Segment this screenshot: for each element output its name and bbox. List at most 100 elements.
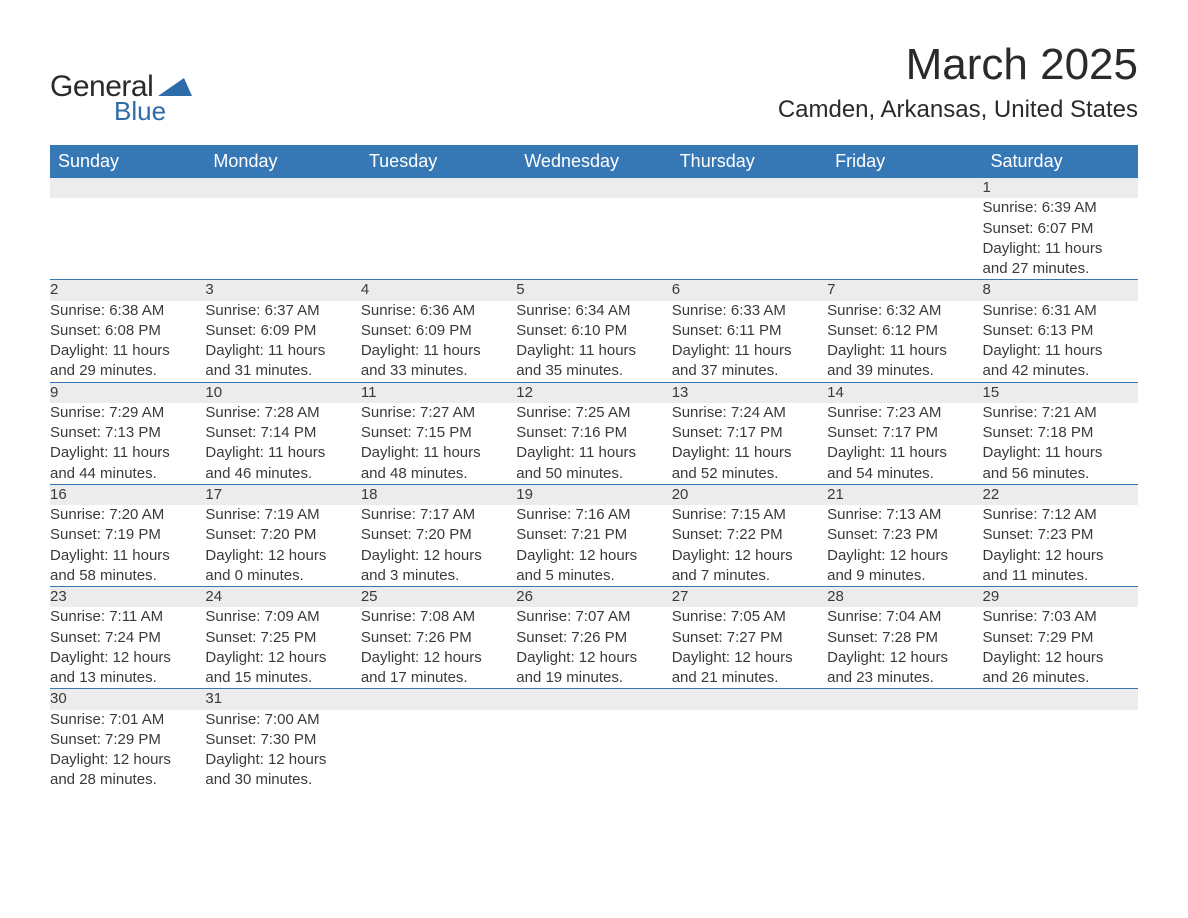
day-line: Sunrise: 7:01 AM <box>50 710 205 730</box>
day-line: Sunset: 6:12 PM <box>827 321 982 341</box>
day-line: Daylight: 11 hours <box>672 341 827 361</box>
day-cell: Sunrise: 6:39 AMSunset: 6:07 PMDaylight:… <box>983 198 1138 280</box>
day-line: Sunset: 6:10 PM <box>516 321 671 341</box>
day-number: 28 <box>827 587 982 608</box>
day-number: 26 <box>516 587 671 608</box>
day-line: Daylight: 11 hours <box>361 341 516 361</box>
day-cell <box>361 198 516 280</box>
day-number: 25 <box>361 587 516 608</box>
day-number: 8 <box>983 280 1138 301</box>
day-line: Daylight: 12 hours <box>672 546 827 566</box>
daynum-row: 3031 <box>50 689 1138 710</box>
day-line: Daylight: 12 hours <box>827 648 982 668</box>
day-line: and 48 minutes. <box>361 464 516 484</box>
day-line: Sunset: 7:25 PM <box>205 628 360 648</box>
day-cell: Sunrise: 7:05 AMSunset: 7:27 PMDaylight:… <box>672 607 827 689</box>
day-line: Daylight: 11 hours <box>672 443 827 463</box>
day-number: 5 <box>516 280 671 301</box>
day-line: Sunrise: 6:33 AM <box>672 301 827 321</box>
daydata-row: Sunrise: 7:20 AMSunset: 7:19 PMDaylight:… <box>50 505 1138 587</box>
calendar-body: 1Sunrise: 6:39 AMSunset: 6:07 PMDaylight… <box>50 178 1138 791</box>
day-line: and 23 minutes. <box>827 668 982 688</box>
day-line: and 7 minutes. <box>672 566 827 586</box>
day-number: 10 <box>205 382 360 403</box>
day-line: Daylight: 12 hours <box>361 648 516 668</box>
day-number <box>827 689 982 710</box>
day-cell: Sunrise: 7:13 AMSunset: 7:23 PMDaylight:… <box>827 505 982 587</box>
day-line: and 46 minutes. <box>205 464 360 484</box>
day-cell: Sunrise: 6:34 AMSunset: 6:10 PMDaylight:… <box>516 301 671 383</box>
day-number: 15 <box>983 382 1138 403</box>
day-number: 1 <box>983 178 1138 198</box>
title-month: March 2025 <box>778 40 1138 90</box>
day-line: Sunrise: 7:27 AM <box>361 403 516 423</box>
day-number: 24 <box>205 587 360 608</box>
day-line: Sunrise: 7:19 AM <box>205 505 360 525</box>
day-line: and 56 minutes. <box>983 464 1138 484</box>
day-line: Sunset: 6:07 PM <box>983 219 1138 239</box>
weekday-header: Wednesday <box>516 145 671 178</box>
day-line: Daylight: 12 hours <box>516 546 671 566</box>
day-line: Daylight: 11 hours <box>50 546 205 566</box>
day-line: Daylight: 11 hours <box>50 443 205 463</box>
day-number: 23 <box>50 587 205 608</box>
day-cell <box>516 710 671 791</box>
day-line: and 37 minutes. <box>672 361 827 381</box>
day-cell: Sunrise: 6:36 AMSunset: 6:09 PMDaylight:… <box>361 301 516 383</box>
day-line: Sunrise: 6:32 AM <box>827 301 982 321</box>
day-cell: Sunrise: 7:24 AMSunset: 7:17 PMDaylight:… <box>672 403 827 485</box>
title-location: Camden, Arkansas, United States <box>778 96 1138 124</box>
daynum-row: 1 <box>50 178 1138 198</box>
day-line: Daylight: 11 hours <box>516 443 671 463</box>
day-number: 30 <box>50 689 205 710</box>
day-line: and 35 minutes. <box>516 361 671 381</box>
day-line: Sunset: 7:21 PM <box>516 525 671 545</box>
day-line: Sunrise: 7:15 AM <box>672 505 827 525</box>
day-line: Sunrise: 6:39 AM <box>983 198 1138 218</box>
day-cell: Sunrise: 7:09 AMSunset: 7:25 PMDaylight:… <box>205 607 360 689</box>
day-line: Sunset: 7:20 PM <box>205 525 360 545</box>
day-cell: Sunrise: 6:33 AMSunset: 6:11 PMDaylight:… <box>672 301 827 383</box>
day-line: Daylight: 12 hours <box>50 648 205 668</box>
day-cell: Sunrise: 6:37 AMSunset: 6:09 PMDaylight:… <box>205 301 360 383</box>
day-line: Sunrise: 7:07 AM <box>516 607 671 627</box>
day-line: Sunset: 6:09 PM <box>205 321 360 341</box>
day-cell: Sunrise: 7:15 AMSunset: 7:22 PMDaylight:… <box>672 505 827 587</box>
day-cell <box>516 198 671 280</box>
day-line: Daylight: 12 hours <box>983 648 1138 668</box>
day-line: and 58 minutes. <box>50 566 205 586</box>
day-line: Sunrise: 7:05 AM <box>672 607 827 627</box>
day-line: Daylight: 12 hours <box>516 648 671 668</box>
day-line: Sunset: 7:29 PM <box>50 730 205 750</box>
day-line: Sunset: 6:11 PM <box>672 321 827 341</box>
daydata-row: Sunrise: 6:38 AMSunset: 6:08 PMDaylight:… <box>50 301 1138 383</box>
day-line: Sunset: 7:27 PM <box>672 628 827 648</box>
day-number: 6 <box>672 280 827 301</box>
daydata-row: Sunrise: 7:29 AMSunset: 7:13 PMDaylight:… <box>50 403 1138 485</box>
day-number: 7 <box>827 280 982 301</box>
day-number: 18 <box>361 484 516 505</box>
day-line: Sunrise: 7:17 AM <box>361 505 516 525</box>
day-line: Sunrise: 6:31 AM <box>983 301 1138 321</box>
day-number <box>516 689 671 710</box>
day-number: 20 <box>672 484 827 505</box>
day-number: 29 <box>983 587 1138 608</box>
day-line: Daylight: 11 hours <box>205 341 360 361</box>
day-cell <box>50 198 205 280</box>
day-line: and 39 minutes. <box>827 361 982 381</box>
day-line: and 30 minutes. <box>205 770 360 790</box>
day-line: Sunrise: 7:00 AM <box>205 710 360 730</box>
day-cell: Sunrise: 7:03 AMSunset: 7:29 PMDaylight:… <box>983 607 1138 689</box>
day-cell: Sunrise: 7:20 AMSunset: 7:19 PMDaylight:… <box>50 505 205 587</box>
weekday-header: Sunday <box>50 145 205 178</box>
daynum-row: 2345678 <box>50 280 1138 301</box>
day-line: Sunset: 7:26 PM <box>516 628 671 648</box>
day-number: 12 <box>516 382 671 403</box>
daynum-row: 23242526272829 <box>50 587 1138 608</box>
day-line: Sunrise: 7:12 AM <box>983 505 1138 525</box>
day-line: Sunset: 7:30 PM <box>205 730 360 750</box>
day-number <box>205 178 360 198</box>
day-line: and 21 minutes. <box>672 668 827 688</box>
daydata-row: Sunrise: 6:39 AMSunset: 6:07 PMDaylight:… <box>50 198 1138 280</box>
day-cell: Sunrise: 7:11 AMSunset: 7:24 PMDaylight:… <box>50 607 205 689</box>
